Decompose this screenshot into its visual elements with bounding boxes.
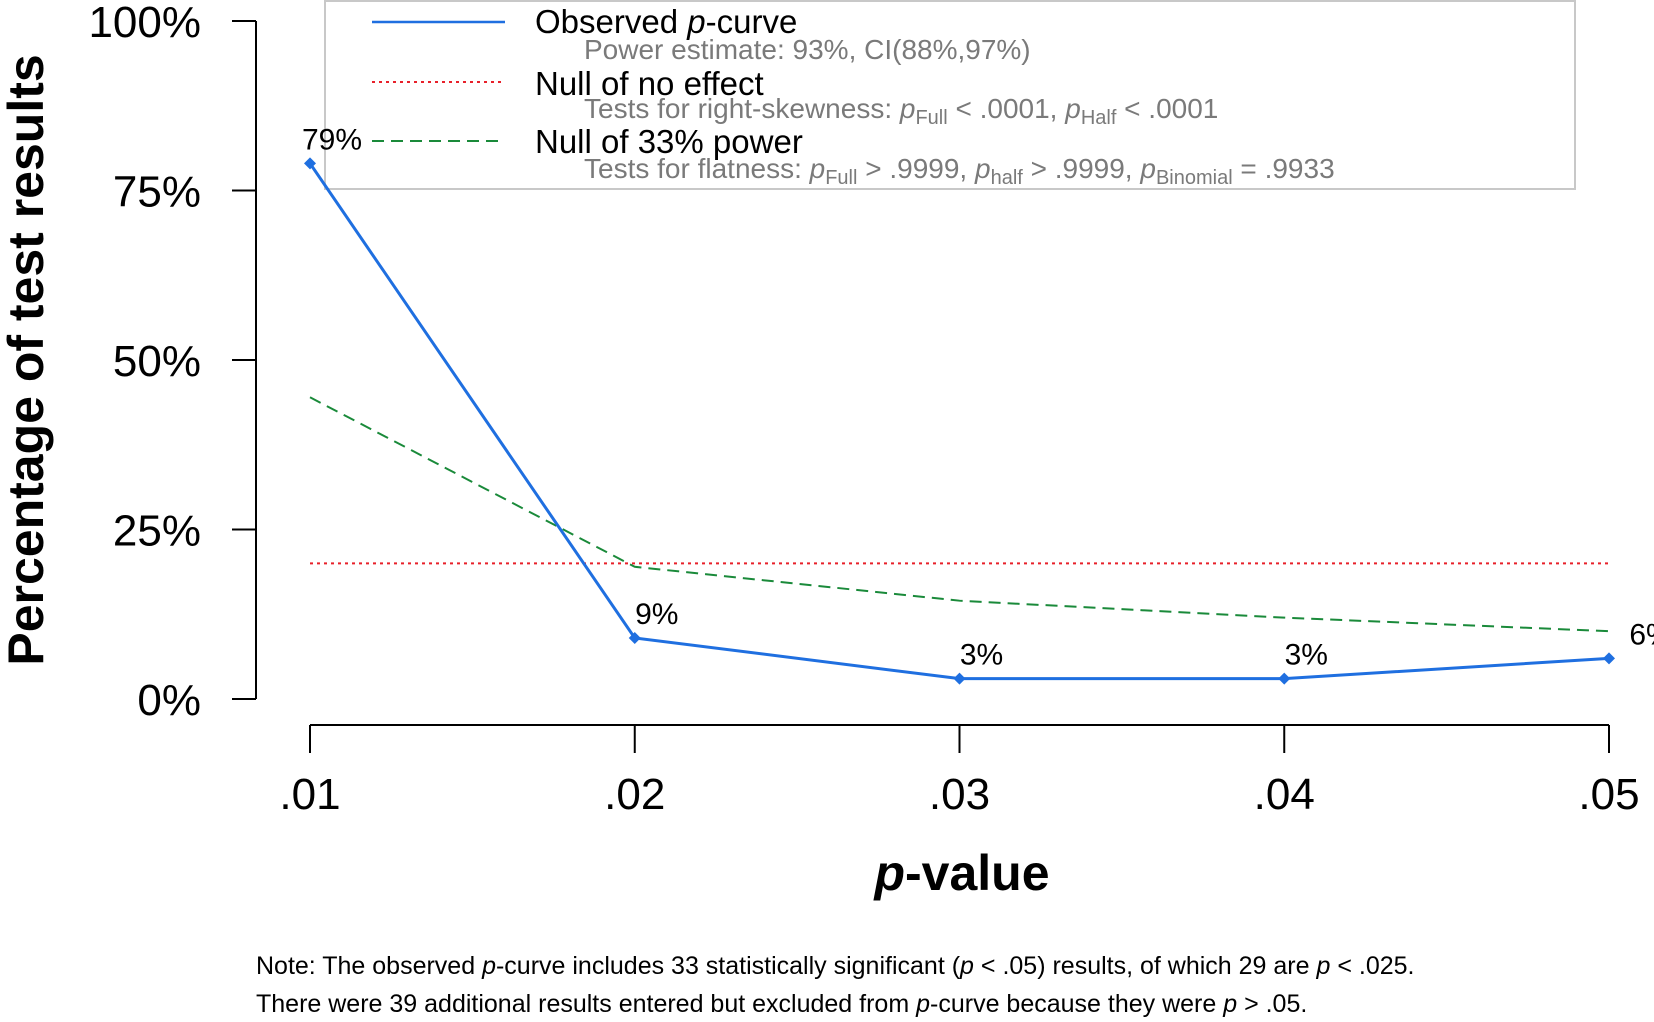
axes: 0% 25% 50% 75% 100% .01 .02 .03 .04 .05 xyxy=(88,0,1639,819)
y-tick-label: 50% xyxy=(113,337,201,386)
legend-sub-right-skewness: Tests for right-skewness: pFull < .0001,… xyxy=(584,93,1218,129)
x-tick-label: .03 xyxy=(929,770,990,819)
data-point xyxy=(628,631,641,644)
data-label: 6% xyxy=(1629,618,1654,651)
x-tick-label: .04 xyxy=(1254,770,1315,819)
legend-box xyxy=(324,0,1576,190)
data-label: 3% xyxy=(960,639,1003,672)
legend-label-null-33: Null of 33% power xyxy=(535,123,803,160)
note-line-2: There were 39 additional results entered… xyxy=(256,990,1308,1018)
data-label: 9% xyxy=(635,598,678,631)
y-axis-title: Percentage of test results xyxy=(0,54,54,665)
data-point xyxy=(1603,652,1615,665)
data-label: 79% xyxy=(302,123,362,156)
data-point xyxy=(304,157,316,170)
x-tick-label: .02 xyxy=(604,770,665,819)
y-tick-label: 0% xyxy=(137,676,201,725)
legend-sub-power-estimate: Power estimate: 93%, CI(88%,97%) xyxy=(584,34,1031,65)
data-label: 3% xyxy=(1285,639,1328,672)
x-axis-title: p-value xyxy=(872,845,1049,901)
note-line-1: Note: The observed p-curve includes 33 s… xyxy=(256,952,1415,980)
series-line-null-of-33-power xyxy=(309,396,1610,633)
data-point xyxy=(953,672,966,685)
y-tick-label: 75% xyxy=(113,168,201,217)
y-tick-label: 25% xyxy=(113,507,201,556)
legend-label-observed: Observed p-curve xyxy=(535,3,797,40)
x-tick-label: .05 xyxy=(1578,770,1639,819)
series-layer xyxy=(304,157,1615,685)
x-tick-label: .01 xyxy=(279,770,340,819)
y-tick-label: 100% xyxy=(88,0,201,47)
data-labels-layer: 79% 9% 3% 3% 6% xyxy=(302,123,1654,671)
data-point xyxy=(1278,672,1291,685)
legend-label-null-no-effect: Null of no effect xyxy=(535,65,764,102)
legend-sub-flatness: Tests for flatness: pFull > .9999, phalf… xyxy=(584,153,1335,189)
